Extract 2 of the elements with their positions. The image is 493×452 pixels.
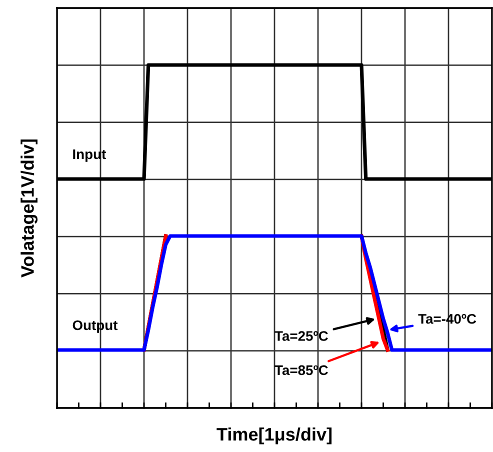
y-axis-title: Volatage[1V/div]: [20, 139, 38, 278]
x-axis-title: Time[1μs/div]: [216, 427, 332, 444]
